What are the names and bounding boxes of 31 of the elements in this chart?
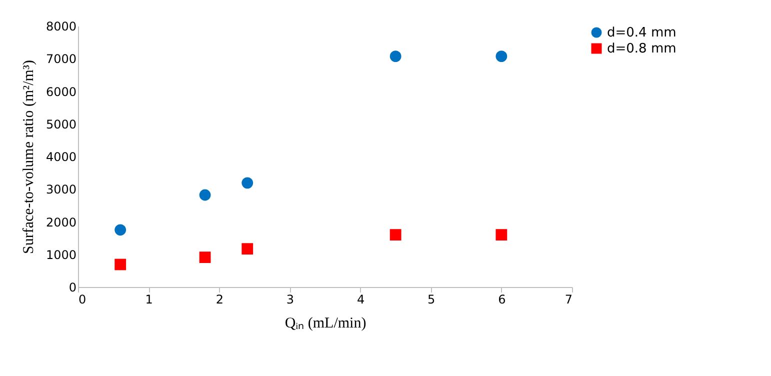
x-tick-label: 2: [216, 292, 224, 306]
y-tick-label: 6000: [46, 84, 76, 99]
y-tick-label: 2000: [46, 215, 76, 230]
y-tick-label: 4000: [46, 150, 76, 164]
point: [114, 224, 126, 236]
point: [199, 252, 211, 264]
point: [390, 229, 402, 240]
x-tick-label: 1: [145, 292, 153, 306]
x-tick-label: 4: [356, 292, 365, 306]
legend-label: d=0.8 mm: [607, 42, 676, 56]
point: [114, 258, 126, 270]
y-tick-label: 3000: [46, 182, 76, 197]
y-tick-label: 0: [68, 280, 76, 294]
point: [242, 243, 254, 255]
x-tick-label: 0: [78, 292, 86, 306]
y-tick-label: 5000: [46, 117, 76, 132]
y-tick-label: 8000: [46, 20, 76, 34]
legend-label: d=0.4 mm: [607, 26, 676, 40]
point: [242, 177, 254, 189]
x-tick-label: 7: [564, 292, 572, 306]
x-tick-label: 5: [428, 292, 436, 306]
y-tick-label: 7000: [46, 52, 76, 66]
x-tick-label: 6: [498, 292, 506, 306]
point: [496, 50, 508, 62]
y-tick-label: 1000: [46, 248, 76, 262]
y-axis-title: Surface-to-volume ratio (m²/m³): [20, 60, 37, 254]
x-axis-title: Qᵢₙ (mL/min): [284, 316, 366, 332]
point: [390, 50, 402, 62]
point: [496, 229, 508, 240]
point: [199, 189, 211, 201]
x-tick-label: 3: [286, 292, 294, 306]
